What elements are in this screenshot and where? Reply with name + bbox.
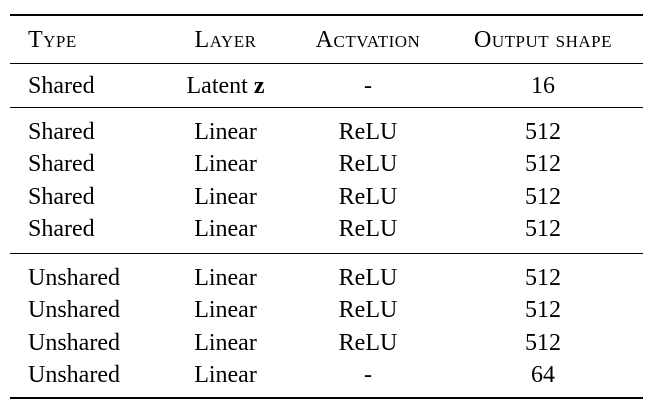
cell-layer: Linear <box>194 151 257 178</box>
table-row: Shared Linear ReLU 512 <box>10 181 643 214</box>
cell-layer: Linear <box>194 183 257 210</box>
table-header: Type Layer Actvation Output shape <box>10 15 643 64</box>
cell-layer: Linear <box>194 329 257 356</box>
cell-layer: Linear <box>194 265 257 291</box>
cell-activation: ReLU <box>338 329 398 356</box>
table-row: Shared Linear ReLU 512 <box>10 213 643 254</box>
table-row: Shared Linear ReLU 512 <box>10 148 643 181</box>
cell-activation: ReLU <box>338 297 398 324</box>
table-row: Unshared Linear ReLU 512 <box>10 254 643 295</box>
latent-group: Shared Latent z - 16 <box>10 64 643 108</box>
cell-output: 16 <box>531 72 555 99</box>
table-row: Unshared Linear - 64 <box>10 359 643 398</box>
shared-group: Shared Linear ReLU 512 Shared Linear ReL… <box>10 108 643 254</box>
cell-output: 512 <box>525 151 561 178</box>
cell-layer: Latent z <box>158 64 293 108</box>
cell-output: 512 <box>525 265 561 291</box>
cell-type: Shared <box>28 119 95 145</box>
table-row: Unshared Linear ReLU 512 <box>10 327 643 360</box>
cell-activation: - <box>364 72 372 99</box>
cell-type: Unshared <box>28 297 120 324</box>
table-row: Shared Linear ReLU 512 <box>10 108 643 149</box>
cell-type: Unshared <box>28 362 120 388</box>
header-layer: Layer <box>194 26 257 53</box>
unshared-group: Unshared Linear ReLU 512 Unshared Linear… <box>10 254 643 398</box>
cell-activation: - <box>364 362 372 388</box>
table-row: Shared Latent z - 16 <box>10 64 643 108</box>
cell-activation: ReLU <box>338 151 398 178</box>
header-row: Type Layer Actvation Output shape <box>10 15 643 64</box>
cell-type: Shared <box>28 151 95 178</box>
architecture-table: Type Layer Actvation Output shape Shared… <box>10 14 643 399</box>
layer-text: Latent <box>186 72 254 99</box>
cell-layer: Linear <box>194 297 257 324</box>
cell-output: 64 <box>531 362 555 388</box>
cell-output: 512 <box>525 216 561 242</box>
cell-output: 512 <box>525 119 561 145</box>
cell-output: 512 <box>525 183 561 210</box>
cell-type: Shared <box>28 216 95 242</box>
header-activation: Actvation <box>315 26 421 53</box>
header-output-shape: Output shape <box>474 26 612 53</box>
header-type: Type <box>28 26 77 53</box>
cell-activation: ReLU <box>338 265 398 291</box>
cell-type: Unshared <box>28 265 120 291</box>
table-row: Unshared Linear ReLU 512 <box>10 294 643 327</box>
cell-activation: ReLU <box>338 183 398 210</box>
cell-activation: ReLU <box>338 216 398 242</box>
cell-layer: Linear <box>194 362 257 388</box>
cell-output: 512 <box>525 297 561 324</box>
cell-type: Shared <box>28 183 95 210</box>
cell-type: Unshared <box>28 329 120 356</box>
cell-activation: ReLU <box>338 119 398 145</box>
cell-type: Shared <box>28 72 95 99</box>
latent-symbol: z <box>253 72 265 99</box>
cell-layer: Linear <box>194 216 257 242</box>
cell-layer: Linear <box>194 119 257 145</box>
cell-output: 512 <box>525 329 561 356</box>
